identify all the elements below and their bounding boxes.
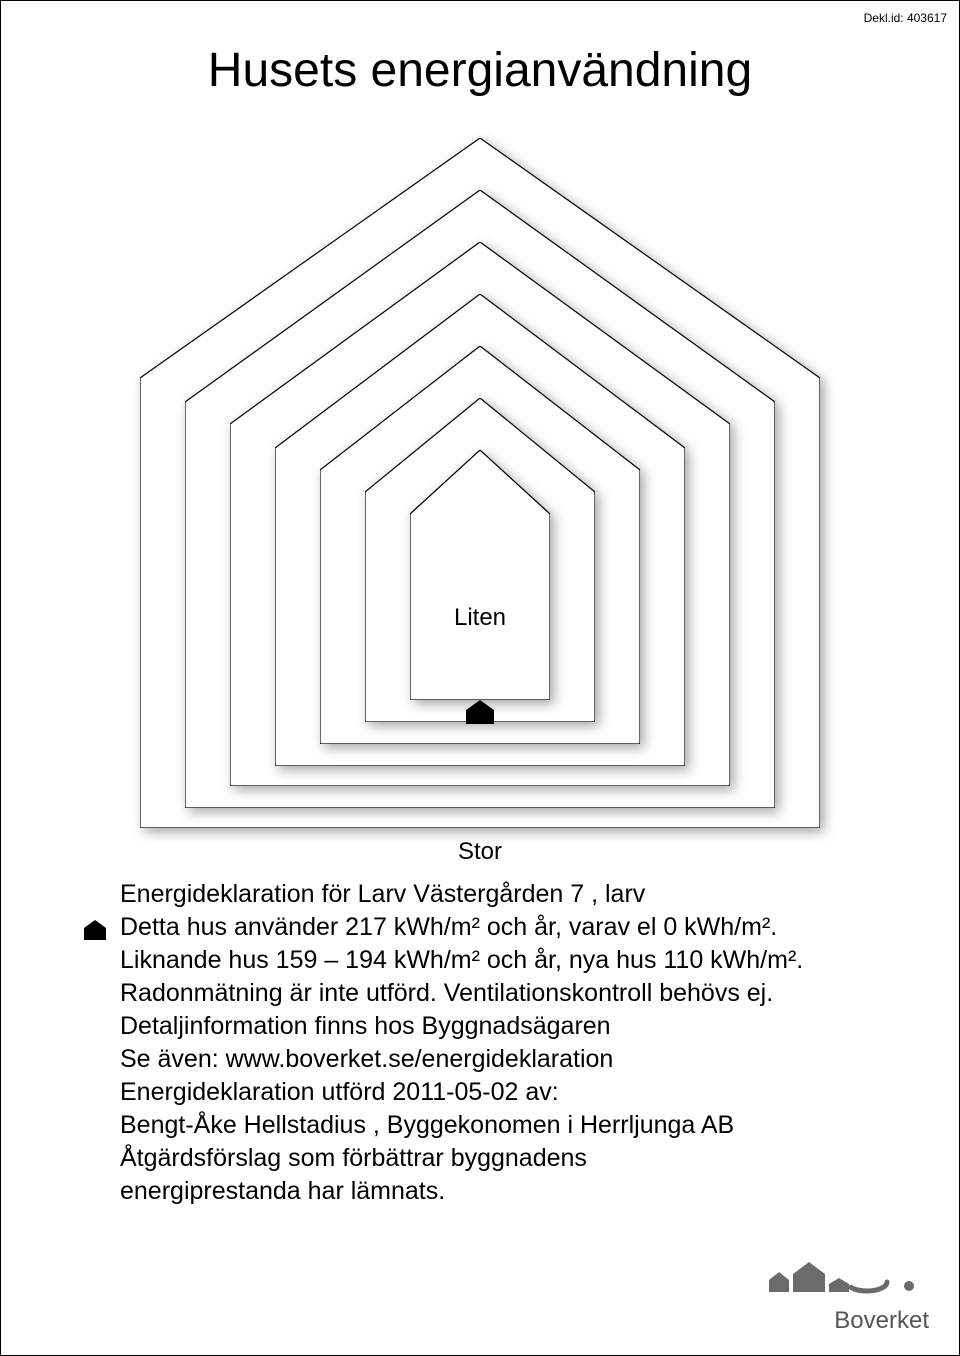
- body-line-3: Liknande hus 159 – 194 kWh/m² och år, ny…: [120, 944, 840, 977]
- boverket-footer: Boverket: [759, 1252, 929, 1335]
- body-line-5: Detaljinformation finns hos Byggnadsägar…: [120, 1010, 840, 1043]
- body-line-8: Bengt-Åke Hellstadius , Byggekonomen i H…: [120, 1109, 840, 1142]
- house-marker-icon: [466, 700, 494, 724]
- body-line-6: Se även: www.boverket.se/energideklarati…: [120, 1043, 840, 1076]
- boverket-name: Boverket: [759, 1307, 929, 1335]
- body-text: Energideklaration för Larv Västergården …: [120, 878, 840, 1208]
- house-outline-7: [410, 450, 550, 700]
- label-stor: Stor: [458, 838, 502, 866]
- body-line-4: Radonmätning är inte utförd. Ventilation…: [120, 977, 840, 1010]
- body-line-9: Åtgärdsförslag som förbättrar byggnadens: [120, 1142, 840, 1175]
- page-title: Husets energianvändning: [11, 43, 949, 98]
- boverket-logo-icon: [759, 1252, 929, 1302]
- page: Dekl.id: 403617 Husets energianvändning …: [0, 0, 960, 1356]
- body-line-10: energiprestanda har lämnats.: [120, 1175, 840, 1208]
- declaration-id: Dekl.id: 403617: [864, 11, 947, 25]
- house-bullet-icon: [84, 916, 106, 936]
- body-line-2: Detta hus använder 217 kWh/m² och år, va…: [120, 911, 840, 944]
- house-diagram: Liten Stor: [140, 138, 820, 858]
- body-line-7: Energideklaration utförd 2011-05-02 av:: [120, 1076, 840, 1109]
- label-liten: Liten: [454, 604, 506, 632]
- body-line-1: Energideklaration för Larv Västergården …: [120, 878, 840, 911]
